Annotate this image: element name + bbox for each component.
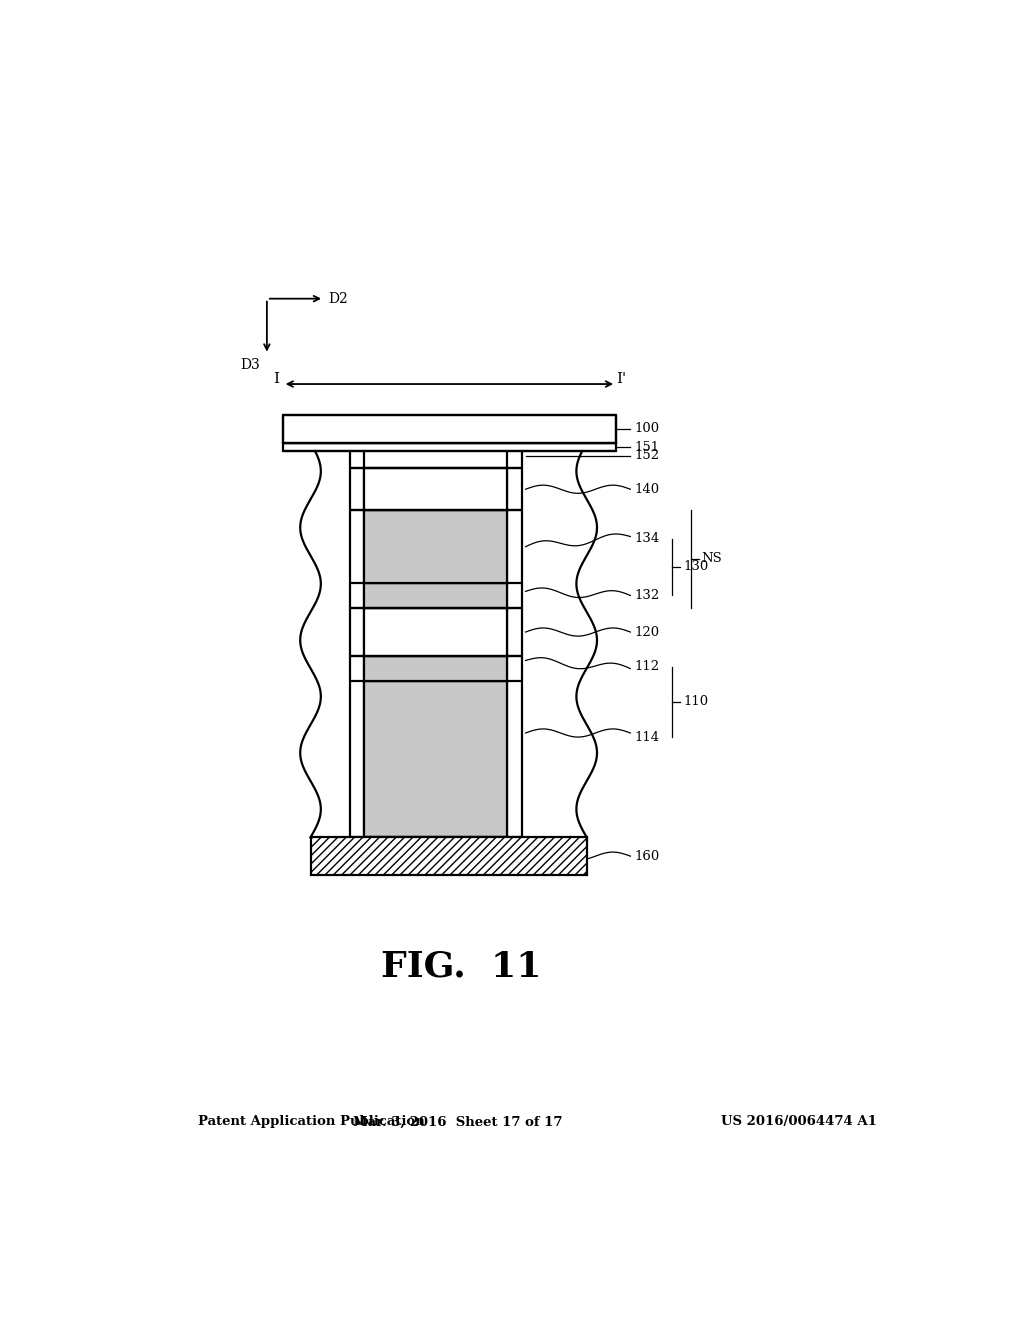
Bar <box>365 607 507 656</box>
Text: 112: 112 <box>634 660 659 673</box>
Text: 140: 140 <box>634 483 659 496</box>
Bar <box>365 510 507 583</box>
Text: US 2016/0064474 A1: US 2016/0064474 A1 <box>721 1115 877 1129</box>
Bar <box>310 837 587 875</box>
Text: D2: D2 <box>329 292 348 306</box>
Text: I': I' <box>615 372 626 385</box>
Text: 160: 160 <box>634 850 659 863</box>
Text: FIG.  11: FIG. 11 <box>381 949 542 983</box>
Text: D3: D3 <box>241 358 260 372</box>
Text: 134: 134 <box>634 532 659 545</box>
Text: I: I <box>273 372 280 385</box>
Bar <box>283 414 616 444</box>
Text: NS: NS <box>701 552 723 565</box>
Text: 100: 100 <box>634 422 659 436</box>
Bar <box>365 469 507 510</box>
Text: 151: 151 <box>634 441 659 454</box>
Text: 130: 130 <box>684 561 709 573</box>
Text: Patent Application Publication: Patent Application Publication <box>198 1115 425 1129</box>
Bar <box>365 681 507 837</box>
Text: 152: 152 <box>634 449 659 462</box>
Text: 120: 120 <box>634 626 659 639</box>
Text: Mar. 3, 2016  Sheet 17 of 17: Mar. 3, 2016 Sheet 17 of 17 <box>352 1115 562 1129</box>
Text: 114: 114 <box>634 730 659 743</box>
Bar <box>365 656 507 681</box>
Text: 110: 110 <box>684 696 709 709</box>
Bar <box>365 583 507 607</box>
Bar <box>283 444 616 451</box>
Text: 132: 132 <box>634 589 659 602</box>
